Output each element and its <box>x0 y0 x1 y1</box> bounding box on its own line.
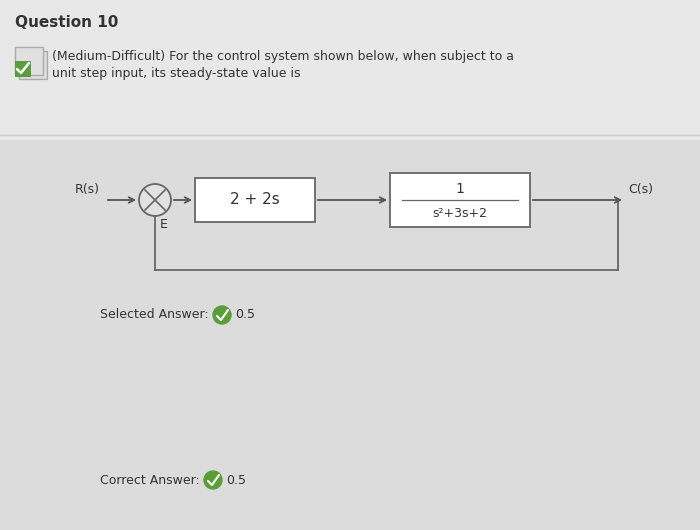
Text: E: E <box>160 218 168 231</box>
Text: Selected Answer:: Selected Answer: <box>100 308 209 322</box>
Bar <box>15 47 43 75</box>
Bar <box>195 178 315 222</box>
Bar <box>0 140 700 530</box>
Text: s²+3s+2: s²+3s+2 <box>433 207 487 220</box>
Circle shape <box>213 306 231 324</box>
Text: 1: 1 <box>456 182 464 196</box>
Text: R(s): R(s) <box>75 183 100 196</box>
Circle shape <box>204 471 222 489</box>
Bar <box>15 61 31 77</box>
Text: Correct Answer:: Correct Answer: <box>100 473 200 487</box>
Circle shape <box>139 184 171 216</box>
Text: C(s): C(s) <box>628 183 653 196</box>
Text: 0.5: 0.5 <box>226 473 246 487</box>
Text: 2 + 2s: 2 + 2s <box>230 192 280 208</box>
Bar <box>19 51 47 79</box>
Bar <box>390 173 530 227</box>
Text: (Medium-Difficult) For the control system shown below, when subject to a: (Medium-Difficult) For the control syste… <box>52 50 514 63</box>
Bar <box>0 0 700 140</box>
Text: unit step input, its steady-state value is: unit step input, its steady-state value … <box>52 67 300 80</box>
Text: Question 10: Question 10 <box>15 15 118 30</box>
Text: 0.5: 0.5 <box>235 308 255 322</box>
